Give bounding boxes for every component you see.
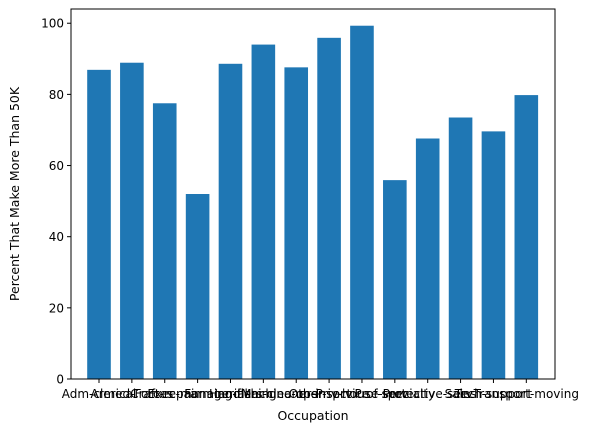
bar-craft-repair [152, 103, 177, 379]
x-tick-label: Priv-house-serv [316, 387, 409, 401]
x-tick-label: Handlers-cleaners [209, 387, 318, 401]
x-tick-label: Protective-serv [383, 387, 473, 401]
x-tick-label: Exec-managerial [147, 387, 248, 401]
x-tick-label: Tech-support [454, 387, 533, 401]
bar-protective-serv [415, 138, 440, 379]
x-tick-label: Craft-repair [130, 387, 199, 401]
x-tick-label: Adm-clerical [62, 387, 137, 401]
y-tick-label: 60 [49, 159, 64, 173]
bar-farming-fishing [218, 63, 243, 379]
y-axis-label: Percent That Make More Than 50K [7, 86, 22, 301]
y-axis-ticks: 0 20 40 60 80 100 [41, 17, 71, 387]
x-axis-ticks: Adm-clericalArmed-ForcesCraft-repairExec… [62, 379, 579, 401]
bar-handlers-cleaners [251, 44, 276, 379]
bar-other-service [317, 37, 341, 379]
plot-frame [70, 8, 556, 380]
y-tick-label: 80 [49, 88, 64, 102]
bar-transport-moving [514, 95, 539, 379]
x-axis-label: Occupation [277, 408, 348, 423]
x-tick-label: Prof-specialty [355, 387, 436, 401]
bars-group [87, 25, 539, 380]
y-tick-label: 20 [49, 301, 64, 315]
bar-exec-managerial [185, 194, 210, 379]
x-tick-label: Sales [445, 387, 477, 401]
bar-armed-forces [120, 62, 144, 379]
y-tick-label: 40 [49, 230, 64, 244]
bar-priv-house-serv [350, 25, 374, 379]
bar-prof-specialty [383, 180, 407, 380]
x-tick-label: Farming-fishing [184, 387, 276, 401]
bar-tech-support [481, 131, 506, 379]
bar-adm-clerical [87, 69, 111, 379]
x-tick-label: Machine-op-inspct [241, 387, 351, 401]
x-tick-label: Transport-moving [473, 387, 579, 401]
x-tick-label: Other-service [289, 387, 370, 401]
bar-sales [448, 117, 473, 379]
y-tick-label: 100 [41, 17, 64, 31]
bar-machine-op-inspct [284, 67, 309, 379]
y-tick-label: 0 [56, 373, 64, 387]
x-tick-label: Armed-Forces [91, 387, 174, 401]
